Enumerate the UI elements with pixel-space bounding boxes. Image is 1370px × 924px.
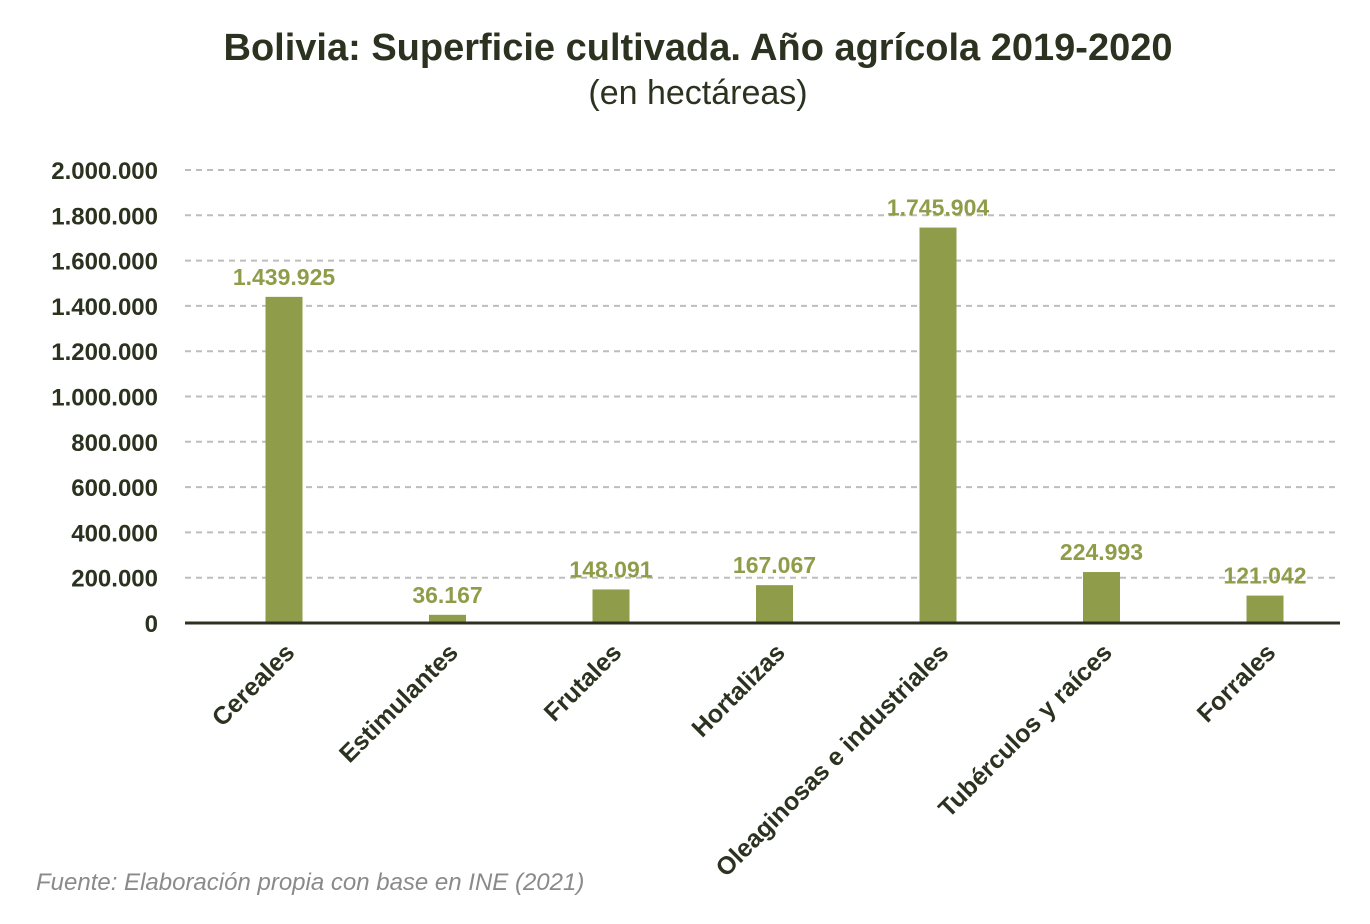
data-label: 36.167 [412,582,482,608]
y-tick-label: 1.800.000 [51,203,158,230]
x-tick-label: Hortalizas [686,638,790,742]
bar [1083,572,1120,623]
data-label: 224.993 [1060,539,1143,565]
x-tick-label: Frutales [539,638,628,727]
bar [429,614,466,623]
y-tick-label: 200.000 [71,566,158,593]
data-labels: 1.439.925 36.167 148.091 167.067 1.745.904 22… [233,195,1307,608]
bar [756,585,793,623]
data-label: 1.439.925 [233,264,336,290]
bar [919,227,957,624]
x-tick-label: Forrales [1192,638,1282,728]
gridlines [185,169,1340,579]
y-tick-label: 1.200.000 [51,339,158,366]
x-tick-label: Estimulantes [334,638,464,768]
bar [1246,595,1284,623]
y-tick-label: 0 [145,611,158,638]
chart-title: Bolivia: Superficie cultivada. Año agríc… [224,27,1173,69]
chart-subtitle: (en hectáreas) [588,74,807,112]
x-axis-ticks: Cereales Estimulantes Frutales HortalizasOl… [207,638,1282,882]
y-tick-label: 2.000.000 [51,158,158,185]
y-tick-label: 400.000 [71,520,158,547]
y-tick-label: 600.000 [71,475,158,502]
source-note: Fuente: Elaboración propia con base en I… [36,869,584,896]
data-label: 121.042 [1223,563,1306,589]
bar [265,296,303,623]
data-label: 1.745.904 [887,195,990,221]
y-tick-label: 1.400.000 [51,294,158,321]
y-tick-label: 1.600.000 [51,249,158,276]
x-tick-label: Cereales [207,638,301,732]
bars [265,227,1284,624]
y-axis-ticks: 0 200.000 400.000 600.000 800.000 1.000.000 1.… [51,158,158,638]
y-tick-label: 1.000.000 [51,385,158,412]
y-tick-label: 800.000 [71,430,158,457]
data-label: 167.067 [733,552,816,578]
data-label: 148.091 [569,556,652,582]
bar [592,589,630,623]
x-tick-label: Tubérculos y raíces [933,638,1118,823]
